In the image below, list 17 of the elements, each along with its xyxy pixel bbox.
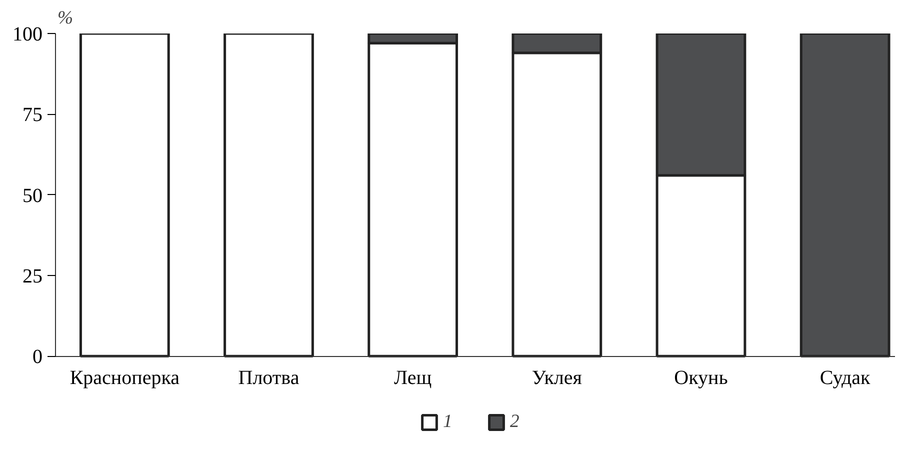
x-tick-label: Плотва	[238, 367, 300, 390]
x-tick-label: Лещ	[394, 367, 432, 390]
x-tick-label: Окунь	[674, 367, 728, 390]
x-tick-label: Красноперка	[70, 367, 180, 390]
legend-label: 1	[443, 411, 454, 433]
y-tick-label: 0	[32, 346, 42, 368]
y-tick-label: 75	[22, 104, 42, 126]
bar	[224, 34, 314, 358]
y-tick-label: 50	[22, 184, 42, 207]
x-tick-label: Уклея	[532, 367, 582, 390]
y-tick-label: 25	[22, 265, 42, 288]
bar	[800, 34, 890, 358]
x-tick-label: Судак	[820, 367, 871, 390]
bar	[79, 34, 170, 358]
legend-label: 2	[510, 411, 520, 433]
y-axis-title: %	[58, 8, 74, 28]
y-tick-label: 100	[12, 24, 42, 46]
